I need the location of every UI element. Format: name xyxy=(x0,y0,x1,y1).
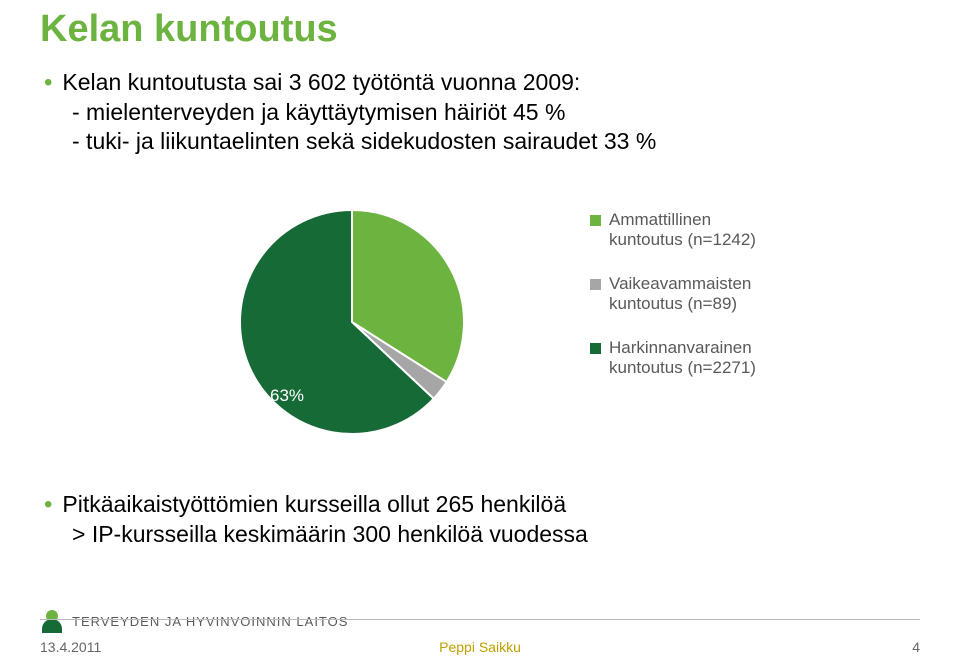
legend-swatch-icon xyxy=(590,343,601,354)
footer: TERVEYDEN JA HYVINVOINNIN LAITOS 13.4.20… xyxy=(0,601,960,661)
bullet-2-text: Pitkäaikaistyöttömien kursseilla ollut 2… xyxy=(62,490,566,519)
legend-label: Vaikeavammaisten kuntoutus (n=89) xyxy=(609,274,789,314)
legend-item: Ammattillinen kuntoutus (n=1242) xyxy=(590,210,789,250)
footer-author: Peppi Saikku xyxy=(439,639,521,655)
footer-logo: TERVEYDEN JA HYVINVOINNIN LAITOS xyxy=(40,609,348,633)
chart-legend: Ammattillinen kuntoutus (n=1242) Vaikeava… xyxy=(590,210,789,402)
bullet-2: • Pitkäaikaistyöttömien kursseilla ollut… xyxy=(44,490,588,520)
bullet-dot-icon: • xyxy=(44,490,52,520)
footer-logo-icon xyxy=(40,609,64,633)
bullet-dot-icon: • xyxy=(44,68,52,98)
footer-org: TERVEYDEN JA HYVINVOINNIN LAITOS xyxy=(72,614,348,629)
bullet-1: • Kelan kuntoutusta sai 3 602 työtöntä v… xyxy=(44,68,656,98)
pie-slice-label: 34% xyxy=(474,254,508,274)
pie-chart: 34% 3% 63% Ammattillinen kuntoutus (n=1242… xyxy=(160,190,810,470)
legend-swatch-icon xyxy=(590,215,601,226)
legend-label: Harkinnanvarainen kuntoutus (n=2271) xyxy=(609,338,789,378)
pie-slice-label: 3% xyxy=(392,426,417,446)
footer-page-number: 4 xyxy=(912,639,920,655)
lower-bullets: • Pitkäaikaistyöttömien kursseilla ollut… xyxy=(44,490,588,549)
pie-slice-label: 63% xyxy=(270,386,304,406)
legend-swatch-icon xyxy=(590,279,601,290)
slide-title: Kelan kuntoutus xyxy=(40,8,338,51)
bullet-1-sub1: - mielenterveyden ja käyttäytymisen häir… xyxy=(72,98,656,127)
footer-divider xyxy=(40,619,920,620)
legend-label: Ammattillinen kuntoutus (n=1242) xyxy=(609,210,789,250)
bullet-2-sub1: > IP-kursseilla keskimäärin 300 henkilöä… xyxy=(72,520,588,549)
bullet-1-text: Kelan kuntoutusta sai 3 602 työtöntä vuo… xyxy=(62,68,580,97)
bullet-1-sub2: - tuki- ja liikuntaelinten sekä sidekudo… xyxy=(72,127,656,156)
footer-date: 13.4.2011 xyxy=(40,639,101,655)
legend-item: Vaikeavammaisten kuntoutus (n=89) xyxy=(590,274,789,314)
legend-item: Harkinnanvarainen kuntoutus (n=2271) xyxy=(590,338,789,378)
slide: Kelan kuntoutus • Kelan kuntoutusta sai … xyxy=(0,0,960,661)
upper-bullets: • Kelan kuntoutusta sai 3 602 työtöntä v… xyxy=(44,68,656,156)
